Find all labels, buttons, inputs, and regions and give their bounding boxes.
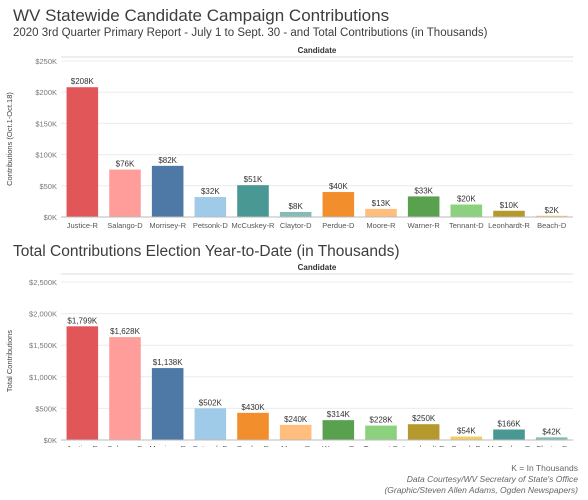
footnote-credit: (Graphic/Steven Allen Adams, Ogden Newsp…	[384, 485, 578, 495]
bar	[66, 326, 99, 440]
bar	[535, 437, 568, 440]
bar-value-label: $250K	[412, 414, 436, 423]
x-tick-label: Beach-D	[452, 444, 482, 447]
x-tick-label: Tennant-D	[364, 444, 399, 447]
footnote-units: K = In Thousands	[511, 463, 578, 473]
bar-value-label: $51K	[244, 175, 263, 184]
bar-value-label: $40K	[329, 182, 348, 191]
header-label: Candidate	[298, 46, 337, 55]
bar-value-label: $314K	[327, 410, 351, 419]
y-tick-label: $150K	[35, 119, 57, 128]
x-tick-label: Leonhardt-R	[403, 444, 445, 447]
bar-value-label: $54K	[457, 427, 476, 436]
bar	[66, 87, 99, 217]
y-tick-label: $100K	[35, 151, 57, 160]
x-tick-label: Petsonk-D	[193, 444, 229, 447]
y-tick-label: $2,000K	[29, 310, 57, 319]
bar-value-label: $33K	[414, 186, 433, 195]
bar-value-label: $208K	[71, 77, 95, 86]
y-tick-label: $200K	[35, 88, 57, 97]
bar	[151, 368, 184, 440]
bar	[493, 429, 525, 440]
bar-value-label: $228K	[369, 416, 393, 425]
x-tick-label: Morrisey-R	[149, 444, 186, 447]
bar-value-label: $430K	[241, 403, 265, 412]
x-tick-label: Salango-D	[107, 221, 143, 230]
x-tick-label: Moore-R	[366, 221, 396, 230]
bar	[535, 215, 568, 217]
bar-value-label: $1,628K	[110, 327, 140, 336]
bar-value-label: $2K	[545, 206, 560, 215]
bar	[322, 192, 355, 217]
bar	[237, 185, 269, 217]
x-tick-label: Morrisey-R	[149, 221, 186, 230]
ytd-chart-title: Total Contributions Election Year-to-Dat…	[13, 243, 400, 260]
x-tick-label: Justice-R	[67, 444, 99, 447]
bar	[109, 169, 141, 217]
bar	[365, 208, 397, 217]
bar-value-label: $82K	[158, 156, 177, 165]
chart-title: WV Statewide Candidate Campaign Contribu…	[13, 6, 390, 25]
bar-value-label: $240K	[284, 415, 308, 424]
bar-value-label: $13K	[372, 199, 391, 208]
bar	[151, 165, 184, 217]
bar	[450, 436, 483, 440]
x-tick-label: McCuskey-R	[232, 221, 276, 230]
bar	[194, 197, 227, 217]
y-tick-label: $0K	[44, 436, 57, 445]
bar	[279, 212, 312, 217]
bar	[365, 425, 397, 440]
quarterly-contributions-chart: Candidate $0K $50K $100K $150K $200K $250K Cont…	[5, 46, 573, 230]
bar	[407, 196, 440, 217]
x-tick-label: Leonhardt-R	[488, 221, 530, 230]
x-tick-label: Perdue-D	[322, 221, 355, 230]
y-tick-label: $0K	[44, 213, 57, 222]
x-tick-label: Claytor-D	[536, 444, 568, 447]
bar-value-label: $76K	[116, 160, 135, 169]
x-tick-label: Warner-R	[408, 221, 441, 230]
bar-value-label: $1,138K	[153, 358, 183, 367]
x-tick-label: Claytor-D	[280, 221, 312, 230]
bar-value-label: $1,799K	[67, 316, 97, 325]
ytd-contributions-chart: Candidate $0K $500K $1,000K $1,500K $2,000K $2…	[5, 263, 573, 447]
bar-value-label: $166K	[497, 420, 521, 429]
bar-value-label: $42K	[542, 427, 561, 436]
bar-value-label: $20K	[457, 195, 476, 204]
x-tick-label: Beach-D	[537, 221, 567, 230]
x-tick-label: Petsonk-D	[193, 221, 229, 230]
x-tick-label: Moore-R	[281, 444, 311, 447]
y-tick-label: $1,500K	[29, 341, 57, 350]
y-tick-label: $250K	[35, 57, 57, 66]
chart-subtitle: 2020 3rd Quarter Primary Report - July 1…	[13, 27, 488, 39]
bar-value-label: $32K	[201, 187, 220, 196]
x-tick-label: Salango-D	[107, 444, 143, 447]
y-tick-label: $1,000K	[29, 373, 57, 382]
bar	[237, 412, 269, 440]
bar	[493, 210, 525, 217]
bar	[407, 424, 440, 440]
x-tick-label: Justice-R	[67, 221, 99, 230]
header-label: Candidate	[298, 263, 337, 272]
bar-value-label: $10K	[500, 201, 519, 210]
x-tick-label: Tennant-D	[449, 221, 484, 230]
x-tick-label: Perdue-D	[237, 444, 270, 447]
bar	[322, 420, 355, 440]
y-axis-label: Contributions (Oct.1-Oct.18)	[5, 92, 14, 186]
y-axis-label: Total Contributions	[5, 330, 14, 392]
bar-value-label: $8K	[289, 202, 304, 211]
y-tick-label: $2,500K	[29, 278, 57, 287]
y-tick-label: $50K	[39, 182, 57, 191]
x-tick-label: McCuskey-R	[488, 444, 532, 447]
footnote-source: Data Courtesy/WV Secretary of State's Of…	[406, 474, 578, 484]
bar	[279, 424, 312, 440]
bar	[194, 408, 227, 440]
bar	[450, 204, 483, 217]
bar	[109, 337, 141, 440]
x-tick-label: Warner-R	[322, 444, 355, 447]
y-tick-label: $500K	[35, 404, 57, 413]
bar-value-label: $502K	[199, 398, 223, 407]
